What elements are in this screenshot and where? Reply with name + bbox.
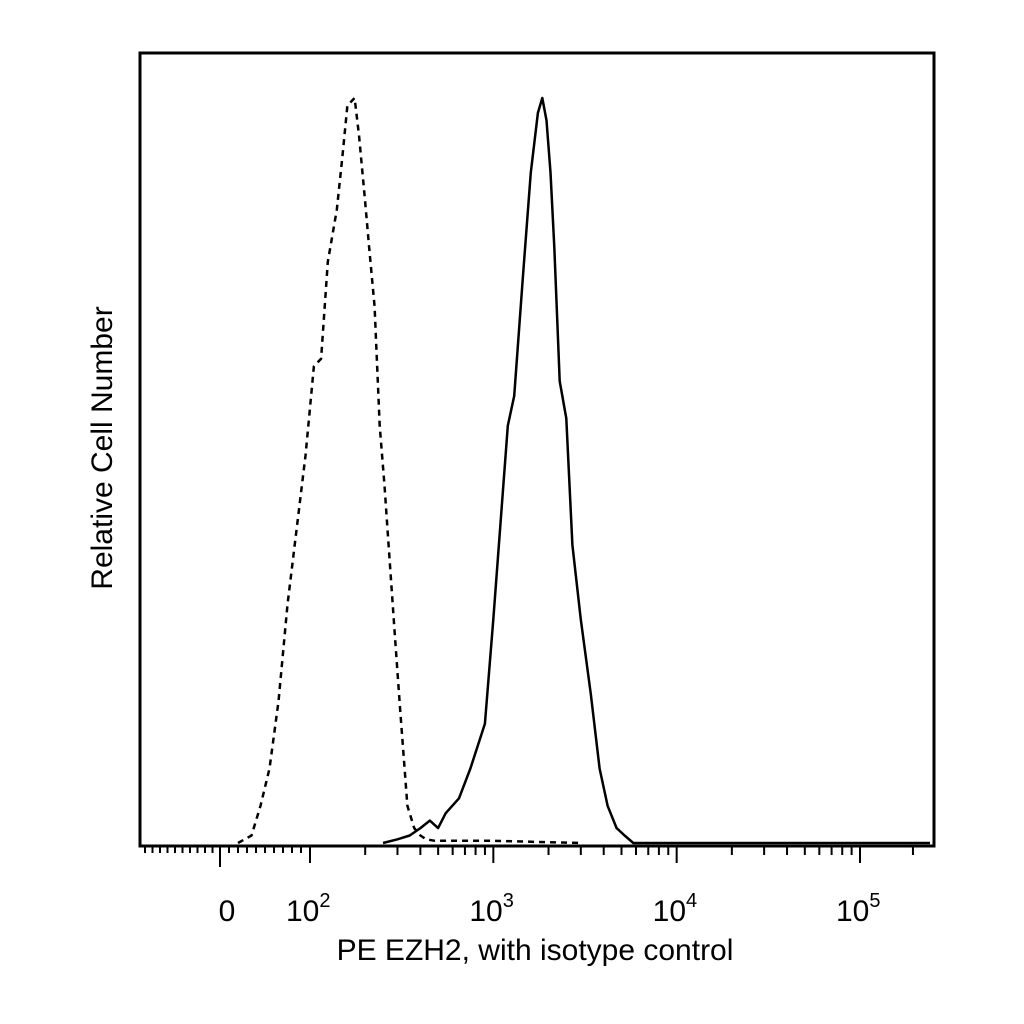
plot-frame (138, 51, 936, 848)
x-tick-label: 103 (469, 890, 514, 928)
x-tick-label: 105 (836, 890, 881, 928)
x-axis-ticks (144, 845, 914, 867)
series-layer (237, 96, 930, 845)
x-tick-label: 104 (653, 890, 698, 928)
isotype-control-histogram (237, 96, 581, 845)
ezh2-histogram (382, 96, 930, 845)
x-axis-title: PE EZH2, with isotype control (337, 934, 734, 967)
x-tick-label: 0 (219, 895, 236, 928)
x-tick-labels: 0 102 103 104 105 (219, 890, 881, 928)
y-axis-title: Relative Cell Number (86, 306, 119, 589)
x-tick-label: 102 (286, 890, 331, 928)
